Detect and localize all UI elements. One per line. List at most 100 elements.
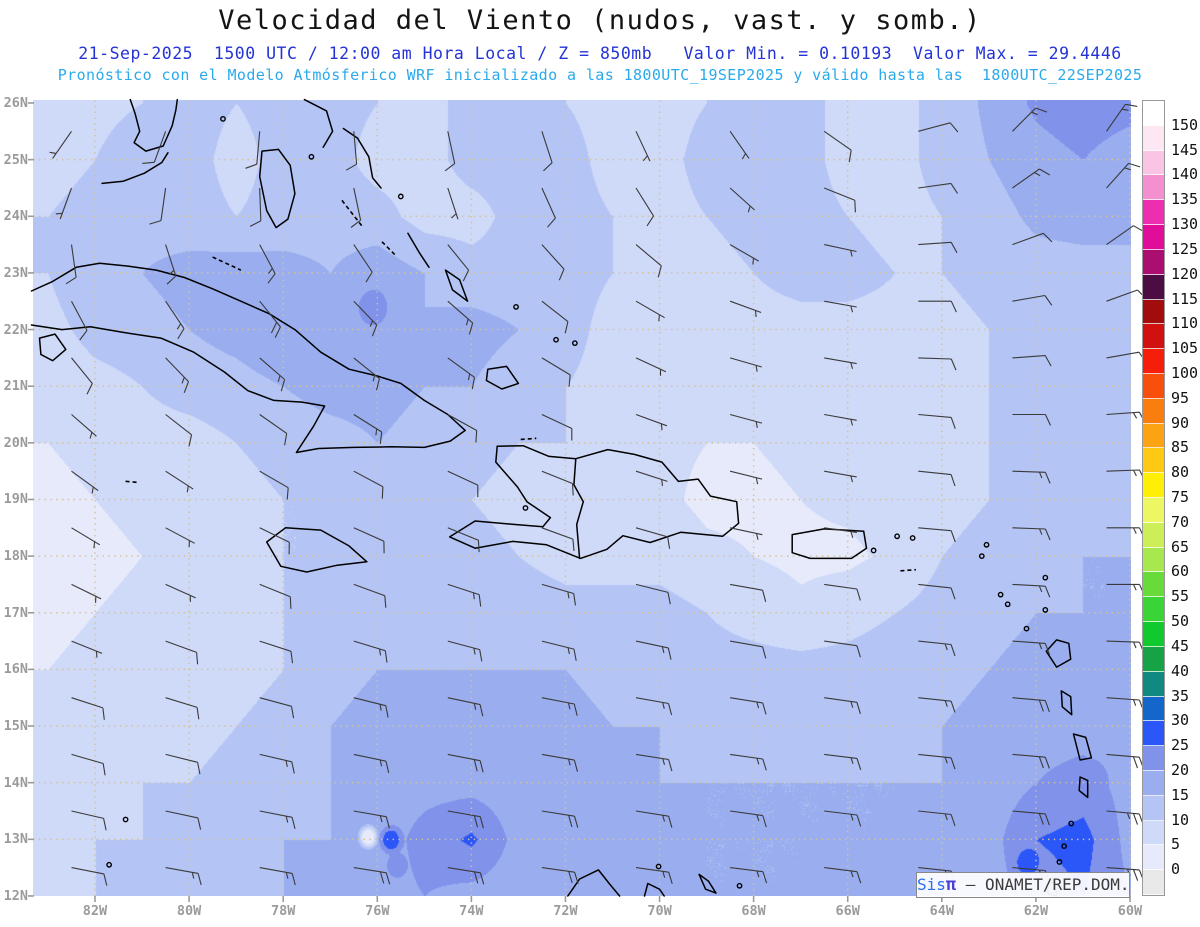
wind-barb (447, 583, 482, 607)
island-dot (308, 153, 315, 160)
colorbar-tick-label-105: 105 (1171, 339, 1199, 358)
wind-barb (730, 583, 767, 602)
colorbar-swatch (1143, 770, 1164, 796)
wind-barb (71, 414, 97, 439)
wind-barb (635, 753, 673, 772)
colorbar-swatch (1143, 646, 1164, 672)
wind-barb (1106, 289, 1147, 302)
wind-barb (71, 753, 106, 776)
island-dot (220, 115, 226, 122)
island-dot (571, 340, 578, 347)
wind-barb (1106, 351, 1147, 363)
colorbar-tick-label-140: 140 (1171, 165, 1199, 184)
wind-barb (730, 867, 768, 884)
lat-label-20N: 20N (3, 434, 28, 451)
lon-label-68W: 68W (741, 903, 766, 919)
wind-barb (824, 244, 857, 257)
island-dot (1023, 625, 1030, 632)
coastline-eleuthera (342, 127, 382, 189)
colorbar-strip (1142, 100, 1165, 896)
colorbar-swatch (1143, 746, 1164, 771)
wind-barb (824, 810, 862, 827)
wind-barb (1012, 640, 1051, 655)
wind-barb (259, 357, 286, 392)
lon-label-82W: 82W (82, 903, 108, 919)
coastline-andros (258, 148, 296, 229)
coastline-long-island (407, 232, 430, 269)
subtitle-model-info: Pronóstico con el Modelo Atmósferico WRF… (57, 66, 1143, 84)
wind-barb (541, 867, 579, 884)
wind-barb (824, 753, 862, 770)
wind-barb (353, 583, 387, 608)
wind-barb (1012, 294, 1053, 306)
colorbar-tick-label-145: 145 (1171, 140, 1199, 159)
wind-barb (541, 583, 577, 606)
wind-barb (353, 697, 389, 718)
colorbar-swatch (1143, 448, 1164, 474)
lon-label-74W: 74W (459, 903, 484, 919)
colorbar-tick-label-100: 100 (1171, 363, 1199, 382)
wind-barb (447, 527, 480, 553)
wind-barb (165, 640, 199, 665)
wind-barb (918, 810, 956, 826)
wind-barb (918, 413, 956, 429)
wind-barb (635, 244, 662, 278)
coastline-isla-juventud (38, 333, 67, 362)
wind-barb (635, 131, 651, 162)
colorbar-swatch (1143, 299, 1164, 325)
coastline-inagua (485, 365, 520, 390)
watermark-pi-logo: π (945, 875, 957, 895)
colorbar-swatch (1143, 597, 1164, 623)
colorbar-swatch (1143, 820, 1164, 846)
colorbar-tick-label-130: 130 (1171, 215, 1199, 234)
island-dot (522, 505, 529, 511)
lon-label-80W: 80W (176, 903, 202, 919)
wind-barb (729, 413, 763, 428)
wind-barb (541, 300, 569, 334)
wind-barb (71, 867, 108, 886)
wind-barb (823, 130, 852, 163)
wind-barb (918, 753, 956, 770)
wind-barb (541, 244, 565, 281)
wind-barb (729, 300, 762, 318)
subtitle-valid-time: 21-Sep-2025 1500 UTC / 12:00 am Hora Loc… (78, 44, 1122, 63)
wind-barb (541, 527, 575, 552)
wind-barb (71, 697, 105, 720)
wind-barb (1106, 411, 1146, 423)
wind-barb (1012, 810, 1050, 826)
lon-label-76W: 76W (365, 903, 390, 919)
lon-label-70W: 70W (647, 903, 672, 919)
wind-barb (1106, 867, 1145, 882)
wind-barb (1012, 168, 1051, 189)
colorbar-tick-label-110: 110 (1171, 314, 1199, 333)
wind-barb (259, 640, 294, 664)
lon-label-60W: 60W (1117, 903, 1143, 919)
colorbar-tick-label-55: 55 (1171, 587, 1190, 606)
island-dash (125, 480, 139, 484)
coastline-curacao (698, 873, 717, 894)
lat-label-25N: 25N (3, 151, 28, 168)
island-dot (513, 304, 519, 310)
wind-barb (918, 241, 958, 254)
lat-label-17N: 17N (3, 604, 28, 621)
island-dot (1068, 820, 1075, 827)
wind-barb (824, 470, 857, 483)
colorbar-tick-label-125: 125 (1171, 239, 1199, 258)
wind-barb (350, 187, 362, 228)
coastline-dominica (1060, 690, 1073, 716)
colorbar-swatch (1143, 324, 1164, 350)
coastline-guadeloupe (1045, 639, 1072, 668)
wind-barb (635, 867, 673, 884)
wind-barb (1106, 640, 1145, 654)
wind-barb (635, 810, 673, 828)
wind-barb (541, 414, 573, 441)
wind-barb (918, 122, 959, 133)
wind-barb (447, 300, 474, 335)
wind-barb (1106, 469, 1146, 481)
wind-barb (71, 470, 99, 494)
wind-barb (259, 697, 295, 719)
wind-barb (444, 131, 456, 172)
colorbar-swatch (1143, 522, 1164, 548)
colorbar-swatch (1143, 200, 1164, 226)
lat-label-22N: 22N (3, 321, 28, 338)
